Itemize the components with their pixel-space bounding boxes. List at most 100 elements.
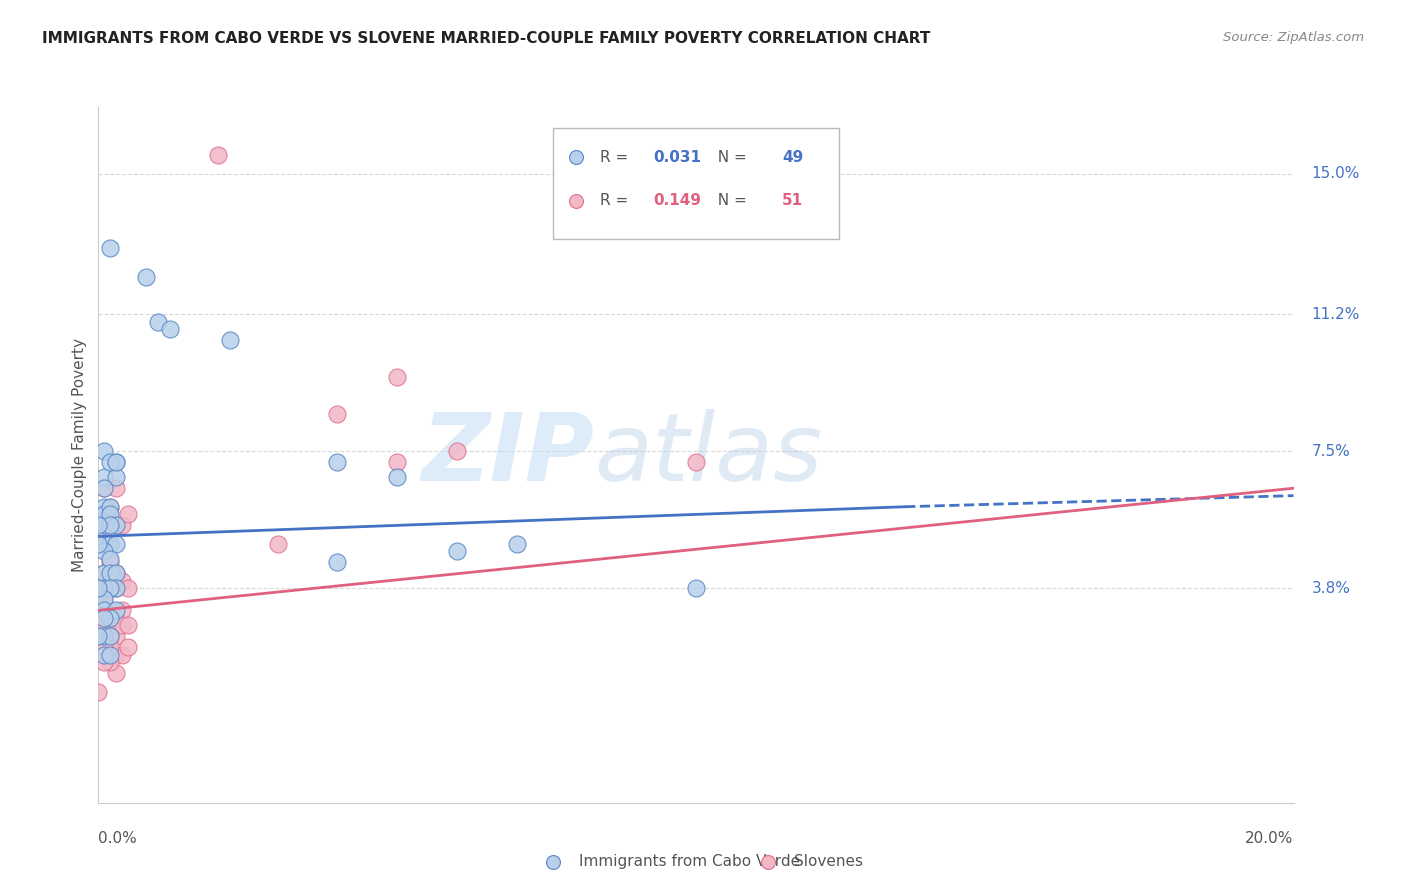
Point: [93, 629, 115, 643]
Point: [326, 407, 349, 421]
Point: [93, 481, 115, 495]
Point: [87, 629, 110, 643]
Text: ZIP: ZIP: [422, 409, 595, 501]
Text: 3.8%: 3.8%: [1312, 581, 1350, 596]
Point: [93, 500, 115, 514]
Point: [105, 648, 128, 662]
Point: [105, 666, 128, 681]
Point: [685, 581, 707, 595]
Point: [446, 544, 468, 558]
Point: [148, 315, 170, 329]
Point: [98, 611, 122, 625]
Point: [93, 444, 115, 458]
Point: [93, 481, 115, 495]
Point: [105, 581, 128, 595]
Point: [87, 537, 110, 551]
Point: [87, 581, 110, 595]
Point: [105, 455, 128, 469]
Point: [98, 551, 122, 566]
Point: [111, 648, 134, 662]
Point: [98, 507, 122, 521]
Point: [326, 455, 349, 469]
Point: [111, 574, 134, 588]
Point: [385, 470, 409, 484]
Point: [98, 537, 122, 551]
Point: [98, 648, 122, 662]
Point: [98, 500, 122, 514]
Text: IMMIGRANTS FROM CABO VERDE VS SLOVENE MARRIED-COUPLE FAMILY POVERTY CORRELATION : IMMIGRANTS FROM CABO VERDE VS SLOVENE MA…: [42, 31, 931, 46]
Text: R =: R =: [600, 194, 634, 209]
Point: [87, 581, 110, 595]
Text: 7.5%: 7.5%: [1312, 443, 1350, 458]
Point: [93, 537, 115, 551]
Point: [98, 655, 122, 669]
Point: [219, 333, 242, 347]
Point: [93, 629, 115, 643]
Point: [87, 518, 110, 533]
Point: [98, 241, 122, 255]
Point: [93, 537, 115, 551]
Point: [207, 148, 229, 162]
Point: [98, 629, 122, 643]
Point: [93, 611, 115, 625]
Point: [105, 518, 128, 533]
Point: [105, 470, 128, 484]
Point: [267, 537, 290, 551]
Point: [105, 566, 128, 581]
Point: [93, 581, 115, 595]
Text: 20.0%: 20.0%: [1246, 830, 1294, 846]
Text: Slovenes: Slovenes: [794, 855, 863, 870]
Point: [98, 581, 122, 595]
Point: [105, 581, 128, 595]
Point: [93, 544, 115, 558]
FancyBboxPatch shape: [553, 128, 839, 239]
Point: [117, 507, 139, 521]
Text: atlas: atlas: [595, 409, 823, 500]
Text: 49: 49: [782, 150, 803, 165]
Point: [117, 640, 139, 655]
Point: [87, 581, 110, 595]
Point: [111, 518, 134, 533]
Point: [93, 518, 115, 533]
Point: [105, 518, 128, 533]
Point: [98, 640, 122, 655]
Point: [105, 481, 128, 495]
Point: [87, 629, 110, 643]
Point: [98, 611, 122, 625]
Point: [93, 655, 115, 669]
Point: [98, 537, 122, 551]
Point: [105, 611, 128, 625]
Point: [105, 629, 128, 643]
Point: [93, 566, 115, 581]
Point: [111, 618, 134, 632]
Point: [685, 455, 707, 469]
Point: [117, 618, 139, 632]
Point: [93, 611, 115, 625]
Point: [446, 444, 468, 458]
Text: Immigrants from Cabo Verde: Immigrants from Cabo Verde: [579, 855, 800, 870]
Text: Source: ZipAtlas.com: Source: ZipAtlas.com: [1223, 31, 1364, 45]
Point: [385, 370, 409, 384]
Point: [93, 518, 115, 533]
Point: [93, 648, 115, 662]
Y-axis label: Married-Couple Family Poverty: Married-Couple Family Poverty: [72, 338, 87, 572]
Text: N =: N =: [709, 150, 752, 165]
Text: R =: R =: [600, 150, 634, 165]
Point: [98, 581, 122, 595]
Point: [105, 566, 128, 581]
Point: [117, 581, 139, 595]
Point: [93, 581, 115, 595]
Point: [93, 507, 115, 521]
Point: [87, 685, 110, 699]
Point: [105, 603, 128, 617]
Point: [98, 629, 122, 643]
Point: [98, 500, 122, 514]
Text: 0.031: 0.031: [652, 150, 702, 165]
Point: [87, 603, 110, 617]
Point: [87, 618, 110, 632]
Text: 0.0%: 0.0%: [98, 830, 138, 846]
Point: [105, 455, 128, 469]
Point: [98, 518, 122, 533]
Point: [93, 592, 115, 607]
Point: [93, 592, 115, 607]
